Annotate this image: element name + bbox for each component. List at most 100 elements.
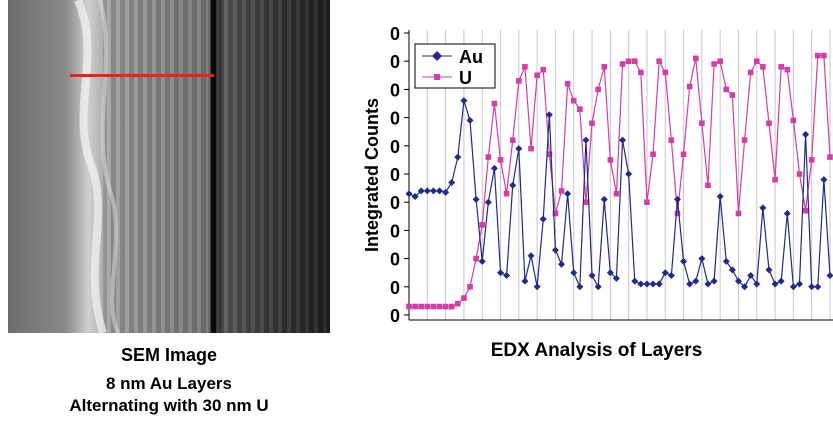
data-point-u bbox=[430, 303, 437, 310]
y-tick-label: 0 bbox=[390, 109, 400, 129]
data-point-u bbox=[711, 61, 717, 67]
chart-grid bbox=[408, 30, 831, 320]
data-point-u bbox=[516, 78, 522, 84]
data-point-au bbox=[515, 145, 523, 153]
y-tick-label: 0 bbox=[390, 165, 400, 185]
data-point-au bbox=[545, 111, 553, 119]
data-point-u bbox=[692, 55, 699, 62]
data-point-u bbox=[497, 157, 504, 163]
legend-u-marker bbox=[434, 74, 440, 80]
data-point-u bbox=[662, 69, 669, 76]
data-point-u bbox=[467, 284, 473, 290]
data-point-au bbox=[564, 190, 572, 198]
data-point-au bbox=[673, 195, 681, 203]
data-point-au bbox=[582, 136, 590, 144]
data-point-u bbox=[613, 190, 620, 197]
data-point-u bbox=[412, 303, 418, 310]
data-point-au bbox=[655, 280, 663, 288]
data-point-au bbox=[783, 209, 791, 217]
data-point-au bbox=[667, 272, 675, 280]
data-point-u bbox=[790, 117, 797, 124]
series-line-au bbox=[408, 100, 831, 289]
y-tick-label: 0 bbox=[390, 193, 400, 213]
data-point-u bbox=[760, 64, 766, 70]
data-point-au bbox=[741, 283, 749, 291]
scan-line-marker bbox=[70, 74, 214, 77]
data-point-au bbox=[777, 277, 785, 285]
data-point-u bbox=[577, 106, 583, 112]
data-point-au bbox=[759, 204, 767, 212]
data-point-au bbox=[802, 131, 810, 139]
data-point-au bbox=[649, 280, 657, 288]
y-tick-label: 0 bbox=[390, 24, 400, 44]
data-point-u bbox=[528, 145, 534, 152]
sem-image-subtitle-line1: 8 nm Au Layers bbox=[106, 374, 232, 393]
data-point-au bbox=[570, 269, 578, 277]
data-point-au bbox=[490, 164, 498, 172]
data-point-u bbox=[509, 137, 516, 143]
data-point-au bbox=[722, 257, 730, 265]
data-point-au bbox=[716, 193, 724, 201]
data-point-au bbox=[637, 280, 645, 288]
data-point-u bbox=[656, 58, 662, 64]
data-point-u bbox=[448, 303, 455, 310]
data-point-au bbox=[448, 178, 456, 186]
legend-au-marker bbox=[432, 51, 442, 61]
data-point-u bbox=[558, 188, 565, 194]
data-point-u bbox=[564, 80, 571, 87]
data-point-u bbox=[644, 199, 650, 205]
data-point-au bbox=[686, 280, 694, 288]
data-point-u bbox=[601, 64, 608, 70]
data-point-u bbox=[808, 157, 815, 163]
data-point-au bbox=[503, 272, 511, 280]
data-point-u bbox=[534, 72, 540, 79]
data-point-au bbox=[429, 187, 437, 195]
data-point-u bbox=[589, 120, 595, 127]
data-point-u bbox=[552, 210, 559, 217]
data-point-au bbox=[692, 277, 700, 285]
data-point-u bbox=[631, 58, 638, 64]
data-point-u bbox=[668, 137, 675, 143]
data-point-au bbox=[753, 280, 761, 288]
data-point-au bbox=[436, 187, 444, 195]
data-point-u bbox=[686, 83, 693, 90]
data-point-au bbox=[594, 283, 602, 291]
data-point-au bbox=[460, 97, 468, 105]
data-point-au bbox=[454, 153, 462, 161]
data-point-u bbox=[650, 151, 656, 158]
data-point-u bbox=[729, 92, 736, 98]
data-point-au bbox=[442, 188, 450, 196]
data-point-u bbox=[522, 64, 528, 70]
data-point-u bbox=[503, 190, 510, 197]
data-point-au bbox=[710, 277, 718, 285]
data-point-au bbox=[661, 269, 669, 277]
data-point-au bbox=[625, 170, 633, 178]
series-au bbox=[405, 97, 833, 291]
data-point-au bbox=[478, 257, 486, 265]
data-point-u bbox=[717, 58, 723, 64]
y-tick-label: 0 bbox=[390, 250, 400, 270]
data-point-u bbox=[607, 157, 614, 163]
legend: Au U bbox=[414, 43, 496, 89]
data-point-u bbox=[491, 100, 498, 107]
data-point-au bbox=[698, 255, 706, 263]
data-point-au bbox=[728, 266, 736, 274]
data-point-u bbox=[778, 64, 784, 70]
data-point-au bbox=[472, 195, 480, 203]
data-point-au bbox=[497, 269, 505, 277]
series-line-u bbox=[409, 54, 831, 308]
data-point-u bbox=[436, 303, 443, 310]
data-point-au bbox=[521, 277, 529, 285]
data-point-au bbox=[606, 269, 614, 277]
data-point-au bbox=[771, 280, 779, 288]
data-point-u bbox=[625, 58, 632, 64]
data-point-u bbox=[485, 154, 492, 160]
data-point-au bbox=[527, 252, 535, 260]
y-tick-label: 0 bbox=[390, 221, 400, 241]
data-point-au bbox=[789, 283, 797, 291]
y-tick-label: 0 bbox=[390, 80, 400, 100]
data-point-au bbox=[631, 277, 639, 285]
data-point-au bbox=[814, 283, 822, 291]
data-point-au bbox=[558, 260, 566, 268]
y-tick-label: 0 bbox=[390, 137, 400, 157]
